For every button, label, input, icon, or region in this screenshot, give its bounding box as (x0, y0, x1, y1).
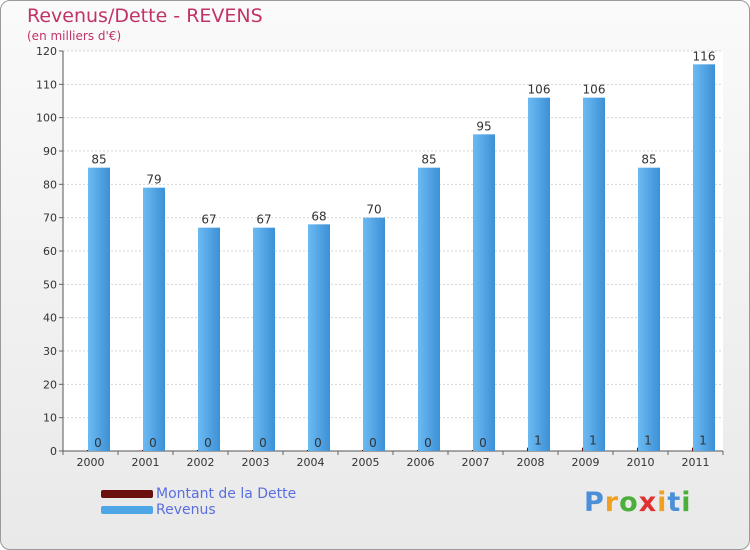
data-label-dette: 1 (644, 434, 652, 448)
legend-label-revenus: Revenus (156, 502, 216, 518)
bar-revenus (88, 167, 110, 451)
logo-letter: i (657, 487, 668, 518)
bar-revenus (198, 227, 220, 451)
bar-revenus (308, 224, 330, 451)
chart-subtitle: (en milliers d'€) (27, 29, 122, 43)
data-label-dette: 1 (534, 434, 542, 448)
data-label-revenus: 70 (366, 203, 381, 217)
legend-swatch-dette (101, 490, 153, 498)
y-tick-label: 10 (43, 412, 57, 425)
data-label-dette: 0 (424, 436, 432, 450)
x-tick-label: 2005 (352, 456, 380, 469)
bar-revenus (528, 97, 550, 452)
data-label-revenus: 116 (693, 49, 716, 63)
x-tick-label: 2007 (462, 456, 490, 469)
data-label-revenus: 67 (201, 213, 216, 227)
x-tick-label: 2008 (517, 456, 545, 469)
data-label-dette: 0 (314, 436, 322, 450)
data-label-dette: 1 (589, 434, 597, 448)
data-label-dette: 1 (699, 434, 707, 448)
y-tick-label: 30 (43, 345, 57, 358)
bar-revenus (638, 167, 660, 451)
data-label-revenus: 85 (421, 153, 436, 167)
y-tick-label: 100 (36, 112, 57, 125)
data-label-dette: 0 (479, 436, 487, 450)
data-label-dette: 0 (369, 436, 377, 450)
data-label-revenus: 95 (476, 119, 491, 133)
logo-letter: o (619, 487, 639, 518)
bar-revenus (693, 64, 715, 452)
bar-revenus (473, 134, 495, 452)
logo-letter: x (638, 487, 658, 518)
data-label-revenus: 79 (146, 173, 161, 187)
bar-revenus (363, 217, 385, 451)
x-tick-label: 2000 (77, 456, 105, 469)
logo-letter: t (667, 487, 682, 518)
x-tick-label: 2004 (297, 456, 325, 469)
x-tick-label: 2003 (242, 456, 270, 469)
data-label-dette: 0 (204, 436, 212, 450)
logo-letter: P (584, 487, 605, 518)
y-tick-label: 120 (36, 45, 57, 58)
data-label-dette: 0 (94, 436, 102, 450)
y-tick-label: 60 (43, 245, 57, 258)
y-tick-label: 80 (43, 178, 57, 191)
bar-revenus (253, 227, 275, 451)
data-label-dette: 0 (149, 436, 157, 450)
proxiti-logo: Proxiti (584, 487, 692, 518)
x-tick-label: 2010 (627, 456, 655, 469)
data-label-revenus: 85 (91, 153, 106, 167)
y-tick-label: 0 (50, 445, 57, 458)
x-tick-label: 2011 (682, 456, 710, 469)
data-label-revenus: 68 (311, 209, 326, 223)
data-label-revenus: 106 (583, 83, 606, 97)
y-tick-label: 90 (43, 145, 57, 158)
logo-letter: r (604, 487, 620, 518)
y-tick-label: 20 (43, 378, 57, 391)
data-label-dette: 0 (259, 436, 267, 450)
data-label-revenus: 106 (528, 83, 551, 97)
y-tick-label: 40 (43, 312, 57, 325)
logo-letter: i (681, 487, 692, 518)
y-tick-label: 110 (36, 78, 57, 91)
x-tick-label: 2001 (132, 456, 160, 469)
y-tick-label: 50 (43, 278, 57, 291)
chart-title: Revenus/Dette - REVENS (27, 5, 263, 27)
legend-label-dette: Montant de la Dette (156, 486, 297, 502)
x-tick-label: 2006 (407, 456, 435, 469)
y-tick-label: 70 (43, 212, 57, 225)
x-tick-label: 2002 (187, 456, 215, 469)
bar-revenus (583, 97, 605, 452)
bar-revenus (418, 167, 440, 451)
x-tick-label: 2009 (572, 456, 600, 469)
legend-swatch-revenus (101, 506, 153, 514)
data-label-revenus: 85 (641, 153, 656, 167)
bar-revenus (143, 187, 165, 451)
data-label-revenus: 67 (256, 213, 271, 227)
